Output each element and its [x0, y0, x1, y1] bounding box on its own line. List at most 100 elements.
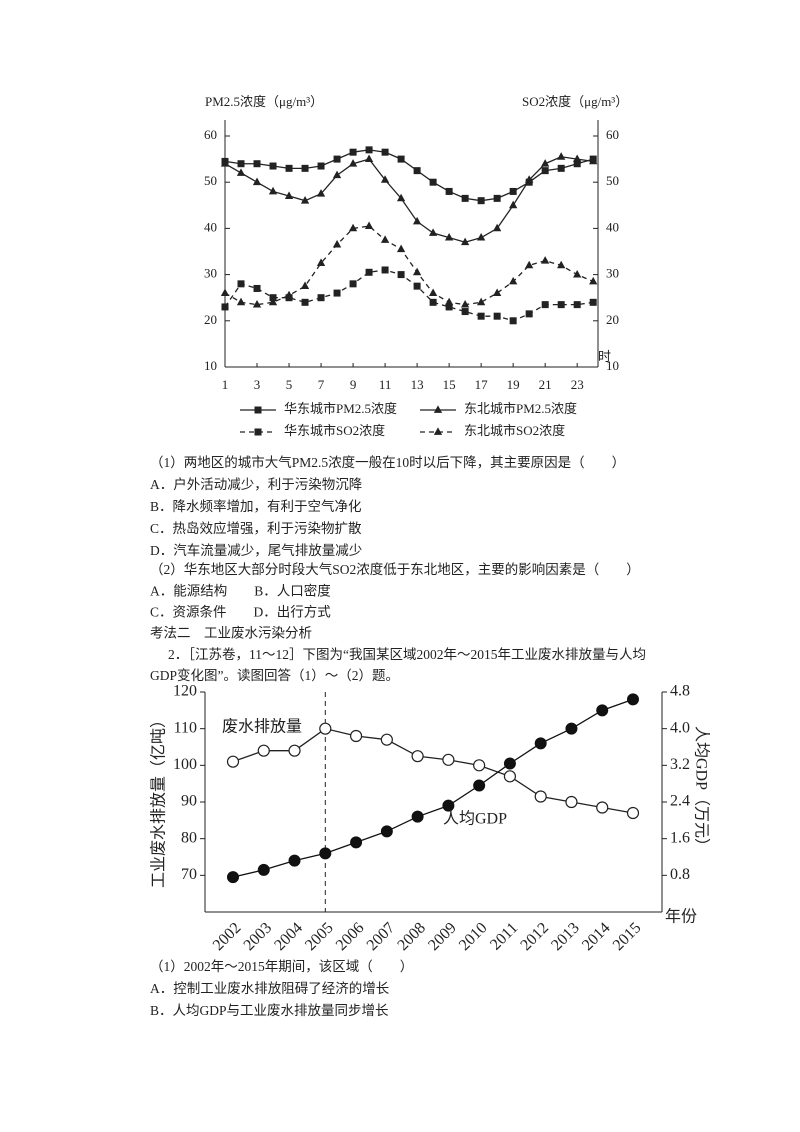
marker [493, 194, 501, 202]
marker [596, 704, 609, 717]
x-tick-label: 2010 [456, 919, 491, 954]
marker [461, 308, 469, 316]
x-tick-label: 19 [507, 377, 520, 392]
marker [557, 301, 565, 309]
marker [596, 801, 609, 814]
marker [626, 806, 640, 820]
marker [284, 191, 294, 199]
y-tick-label: 80 [181, 829, 197, 846]
y2-axis-title: SO2浓度（μg/m³） [522, 94, 628, 109]
marker [236, 297, 246, 306]
text-line: B．降水频率增加，有利于空气净化 [150, 498, 362, 514]
marker [316, 258, 326, 266]
marker [221, 303, 229, 311]
series-label: 人均GDP [443, 810, 507, 828]
x-tick-label: 21 [539, 377, 552, 392]
marker [397, 155, 405, 163]
marker [413, 282, 421, 290]
marker [573, 269, 582, 278]
y-tick-label: 50 [204, 173, 217, 188]
marker [442, 753, 455, 766]
marker [493, 312, 501, 320]
marker [493, 223, 502, 232]
marker [557, 260, 566, 269]
x-tick-label: 15 [443, 377, 456, 392]
x-tick-label: 2015 [610, 919, 645, 954]
marker [252, 299, 262, 308]
marker [589, 156, 598, 165]
text-line: 考法二 工业废水污染分析 [150, 626, 312, 641]
marker [476, 297, 486, 306]
marker [269, 162, 277, 170]
marker [350, 836, 363, 849]
y2-tick-label: 1.6 [670, 829, 690, 846]
marker [461, 194, 469, 202]
marker [460, 299, 470, 308]
marker [589, 276, 598, 285]
text-line: A．户外活动减少，利于污染物沉降 [150, 476, 363, 492]
y2-tick-label: 30 [606, 266, 619, 281]
marker [412, 216, 422, 225]
x-tick-label: 2009 [425, 919, 460, 954]
marker [300, 281, 310, 290]
marker [364, 154, 374, 162]
marker [316, 189, 326, 197]
x-tick-label: 1 [222, 377, 229, 392]
marker [429, 178, 437, 186]
x-tick-label: 5 [286, 377, 293, 392]
marker [589, 298, 597, 306]
y-tick-label: 40 [204, 219, 217, 234]
series-line [224, 225, 594, 306]
marker [444, 297, 454, 306]
marker [380, 175, 390, 183]
marker [236, 168, 246, 176]
x-tick-label: 2003 [241, 919, 276, 954]
series-line [224, 156, 594, 243]
marker [509, 200, 518, 209]
marker [473, 759, 486, 772]
marker [364, 221, 374, 229]
marker [288, 744, 301, 757]
y-tick-label: 30 [204, 266, 217, 281]
marker [380, 825, 393, 838]
marker [220, 288, 230, 296]
marker [429, 298, 437, 306]
marker [317, 294, 325, 302]
y-axis-title: 工业废水排放量（亿吨） [150, 712, 168, 888]
legend-label: 东北城市PM2.5浓度 [464, 401, 577, 416]
marker [397, 271, 405, 279]
marker [257, 744, 270, 757]
marker [252, 177, 262, 186]
marker [332, 170, 342, 179]
marker [380, 235, 390, 243]
y2-tick-label: 20 [606, 312, 619, 327]
marker [380, 733, 393, 746]
marker [254, 406, 262, 414]
text-line: 2．［江苏卷，11～12］下图为“我国某区域2002年～2015年工业废水排放量… [168, 647, 646, 662]
marker [348, 223, 358, 232]
marker [565, 722, 578, 735]
marker [253, 284, 261, 292]
y2-tick-label: 3.2 [670, 756, 690, 773]
text-line: B．人均GDP与工业废水排放量同步增长 [150, 1003, 389, 1018]
marker [349, 729, 363, 743]
marker [319, 847, 332, 860]
marker [411, 750, 424, 763]
y2-tick-label: 4.8 [670, 683, 690, 700]
marker [503, 757, 516, 770]
marker [509, 187, 517, 195]
marker [525, 310, 533, 318]
x-tick-label: 23 [571, 377, 584, 392]
y-tick-label: 90 [181, 793, 197, 810]
x-axis-title: 时 [598, 349, 611, 364]
marker [349, 280, 357, 288]
marker [444, 233, 454, 241]
marker [477, 312, 485, 320]
y2-tick-label: 4.0 [670, 719, 690, 736]
marker [348, 159, 358, 167]
x-tick-label: 7 [318, 377, 325, 392]
marker [509, 317, 517, 325]
y2-tick-label: 60 [606, 127, 619, 142]
marker [534, 790, 547, 803]
